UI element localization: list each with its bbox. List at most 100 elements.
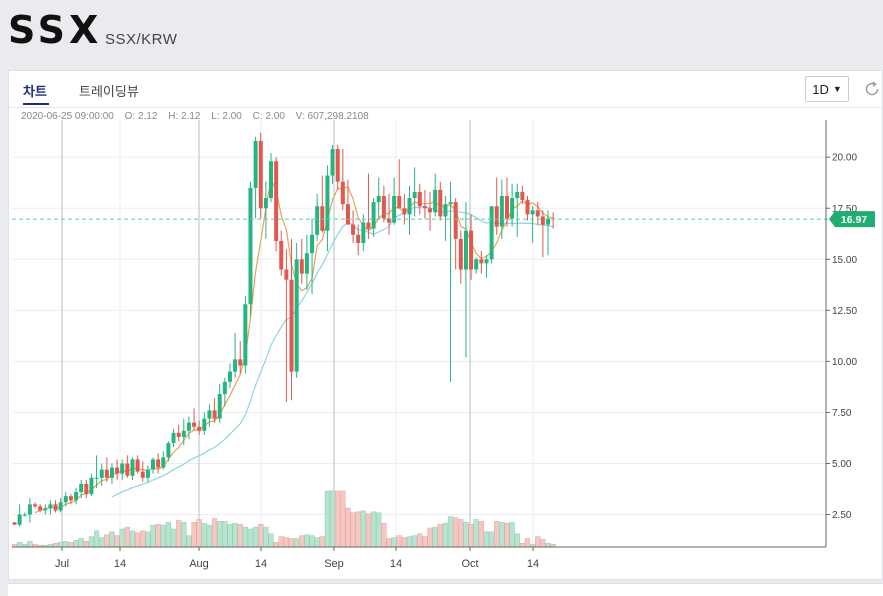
candle-body[interactable] (340, 181, 345, 205)
candle-body[interactable] (417, 191, 422, 207)
candle-body[interactable] (546, 218, 551, 225)
candle-body[interactable] (227, 371, 232, 382)
candle-body[interactable] (299, 259, 304, 274)
candle-body[interactable] (243, 304, 248, 366)
candle-body[interactable] (540, 216, 545, 225)
candle-body[interactable] (428, 208, 433, 213)
candle-body[interactable] (176, 432, 181, 437)
candlestick-chart[interactable]: 2.50 5.00 7.50 10.00 12.50 15.00 17.50 20.00 Jul… (0, 70, 883, 580)
candle-body[interactable] (120, 463, 125, 474)
candle-body[interactable] (166, 443, 171, 458)
candle-body[interactable] (494, 206, 499, 227)
candle-body[interactable] (438, 189, 443, 217)
candle-body[interactable] (99, 469, 104, 478)
candle-body[interactable] (130, 459, 135, 476)
candle-body[interactable] (151, 459, 156, 470)
candle-body[interactable] (217, 394, 222, 419)
candle-body[interactable] (140, 471, 145, 478)
candle-body[interactable] (53, 504, 58, 511)
candle-body[interactable] (192, 422, 197, 427)
candle-body[interactable] (499, 195, 504, 227)
candle-body[interactable] (474, 259, 479, 270)
candle-body[interactable] (520, 191, 525, 201)
candle-body[interactable] (356, 234, 361, 243)
candle-body[interactable] (315, 206, 320, 235)
candle-body[interactable] (351, 224, 356, 235)
candle-body[interactable] (58, 502, 63, 511)
candle-body[interactable] (222, 381, 227, 395)
candle-body[interactable] (22, 514, 27, 516)
candle-body[interactable] (458, 238, 463, 270)
candle-body[interactable] (161, 457, 166, 468)
candle-body[interactable] (104, 469, 109, 478)
candle-body[interactable] (325, 175, 330, 231)
candle-body[interactable] (330, 149, 335, 176)
tab-tradingview[interactable]: 트레이딩뷰 (79, 84, 139, 99)
candle-body[interactable] (181, 430, 186, 437)
candle-body[interactable] (284, 269, 289, 280)
candle-body[interactable] (510, 198, 515, 219)
candle-body[interactable] (376, 195, 381, 203)
candle-body[interactable] (443, 204, 448, 217)
candle-body[interactable] (422, 206, 427, 209)
candle-body[interactable] (469, 230, 474, 270)
candle-body[interactable] (253, 140, 258, 188)
candle-body[interactable] (269, 161, 273, 199)
tab-chart[interactable]: 차트 (23, 84, 47, 99)
candle-body[interactable] (366, 222, 371, 229)
candle-body[interactable] (274, 161, 279, 241)
candle-body[interactable] (504, 195, 509, 219)
refresh-icon[interactable] (862, 79, 882, 99)
candle-body[interactable] (156, 459, 161, 468)
candle-body[interactable] (84, 483, 89, 495)
candle-body[interactable] (207, 410, 212, 419)
candle-body[interactable] (89, 477, 94, 495)
candle-body[interactable] (12, 522, 17, 525)
candle-body[interactable] (74, 492, 79, 501)
candle-body[interactable] (335, 149, 340, 182)
candle-body[interactable] (33, 504, 38, 507)
candle-body[interactable] (345, 204, 350, 225)
interval-select[interactable]: 1D ▼ (805, 76, 849, 102)
candle-body[interactable] (258, 140, 263, 209)
candle-body[interactable] (433, 189, 438, 213)
candle-body[interactable] (125, 463, 130, 476)
candle-body[interactable] (407, 198, 412, 215)
candle-body[interactable] (371, 202, 376, 229)
candle-body[interactable] (145, 469, 150, 478)
candle-body[interactable] (310, 234, 315, 254)
candle-body[interactable] (515, 191, 520, 199)
candle-body[interactable] (94, 477, 99, 479)
candle-body[interactable] (463, 230, 468, 270)
candle-body[interactable] (197, 426, 202, 431)
candle-body[interactable] (27, 504, 32, 515)
candle-body[interactable] (238, 359, 243, 366)
candle-body[interactable] (397, 195, 402, 209)
candle-body[interactable] (361, 222, 366, 243)
candle-body[interactable] (535, 210, 540, 217)
candle-body[interactable] (135, 459, 140, 472)
candle-body[interactable] (392, 195, 397, 223)
candle-body[interactable] (402, 208, 407, 215)
candle-body[interactable] (412, 191, 417, 199)
candle-body[interactable] (38, 506, 43, 511)
candle-body[interactable] (233, 359, 238, 372)
candle-body[interactable] (453, 202, 458, 239)
candle-body[interactable] (171, 432, 176, 444)
candle-body[interactable] (68, 496, 73, 501)
candle-body[interactable] (63, 496, 68, 503)
candle-body[interactable] (530, 210, 535, 215)
candle-body[interactable] (79, 483, 84, 493)
candle-body[interactable] (448, 202, 453, 205)
candle-body[interactable] (202, 418, 207, 431)
candle-body[interactable] (279, 240, 284, 270)
candle-body[interactable] (484, 259, 489, 264)
candle-body[interactable] (115, 467, 120, 474)
candle-body[interactable] (186, 422, 191, 431)
candle-body[interactable] (489, 206, 494, 260)
candle-body[interactable] (304, 253, 309, 274)
candle-body[interactable] (525, 200, 530, 215)
candle-body[interactable] (48, 504, 53, 509)
candle-body[interactable] (248, 187, 253, 305)
candle-body[interactable] (479, 259, 484, 264)
